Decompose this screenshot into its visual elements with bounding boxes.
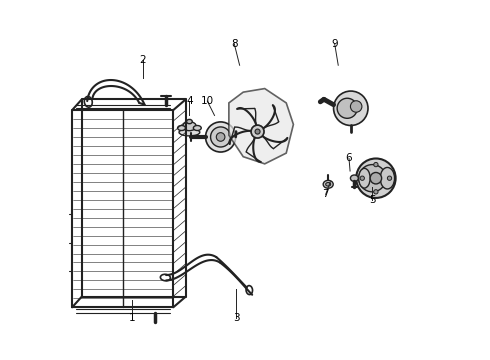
Ellipse shape <box>323 180 333 188</box>
Text: 9: 9 <box>331 39 338 49</box>
Text: 5: 5 <box>369 195 376 205</box>
Circle shape <box>337 98 357 118</box>
Circle shape <box>251 125 264 138</box>
Circle shape <box>374 190 378 194</box>
Ellipse shape <box>177 126 186 131</box>
Text: 2: 2 <box>140 55 146 65</box>
Ellipse shape <box>359 168 370 188</box>
Text: 6: 6 <box>345 153 352 163</box>
Circle shape <box>360 176 365 180</box>
Circle shape <box>211 127 231 147</box>
Ellipse shape <box>183 122 196 131</box>
Circle shape <box>205 122 236 152</box>
Text: 10: 10 <box>201 96 214 106</box>
Ellipse shape <box>380 167 394 189</box>
Text: 3: 3 <box>233 313 239 323</box>
Circle shape <box>374 162 378 167</box>
Ellipse shape <box>326 183 331 186</box>
Circle shape <box>334 91 368 126</box>
Circle shape <box>359 165 386 192</box>
Circle shape <box>356 158 395 198</box>
Text: 8: 8 <box>231 39 238 49</box>
Circle shape <box>251 125 264 138</box>
Circle shape <box>350 101 362 112</box>
Text: 4: 4 <box>186 96 193 106</box>
Ellipse shape <box>194 126 201 131</box>
Circle shape <box>255 129 260 134</box>
Circle shape <box>216 133 225 141</box>
Polygon shape <box>229 89 294 164</box>
Ellipse shape <box>179 129 200 136</box>
Circle shape <box>370 172 382 184</box>
Circle shape <box>255 129 260 134</box>
Ellipse shape <box>350 175 358 181</box>
Text: 7: 7 <box>322 189 329 199</box>
Text: 1: 1 <box>129 313 135 323</box>
Circle shape <box>388 176 392 180</box>
Ellipse shape <box>187 120 192 124</box>
